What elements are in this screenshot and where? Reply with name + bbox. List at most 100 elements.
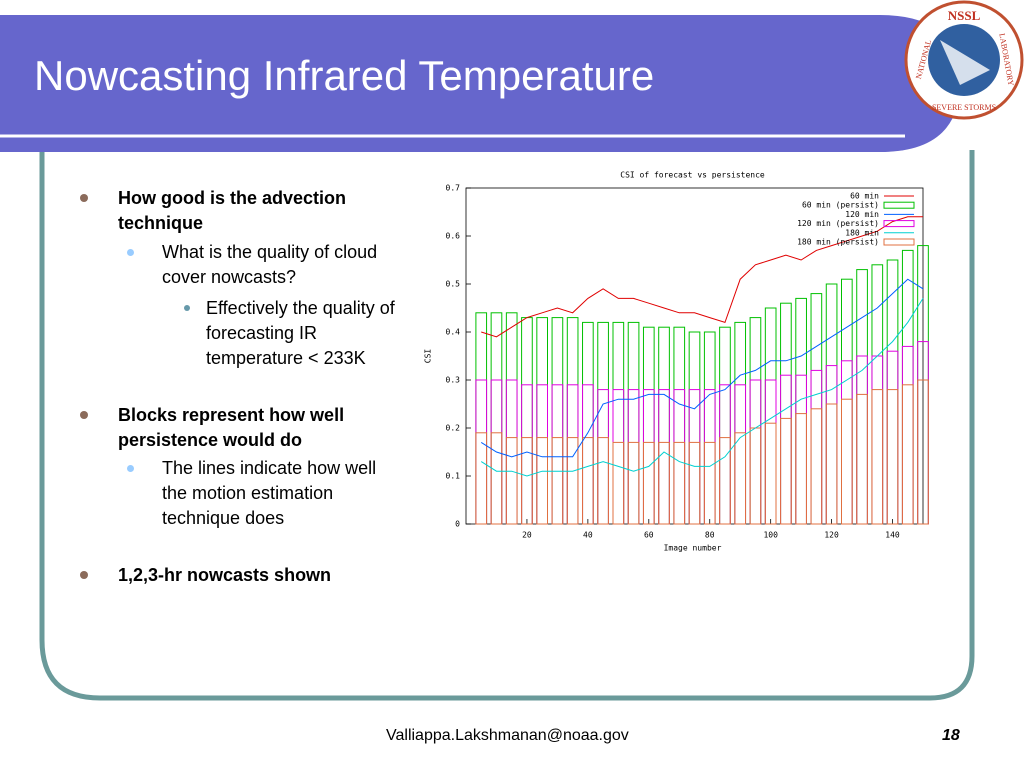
bullet-text: What is the quality of cloud cover nowca… bbox=[162, 242, 378, 287]
persist-bar bbox=[475, 432, 488, 525]
persist-bar bbox=[825, 403, 838, 525]
legend-label: 120 min (persist) bbox=[797, 219, 879, 228]
persist-bar bbox=[536, 437, 548, 525]
persist-bar bbox=[673, 326, 686, 525]
persist-bar bbox=[703, 389, 716, 525]
bullet-text: Effectively the quality of forecasting I… bbox=[206, 298, 395, 368]
legend-label: 60 min bbox=[850, 192, 879, 201]
persist-bar bbox=[627, 441, 640, 525]
x-tick-label: 40 bbox=[583, 531, 593, 540]
x-tick-label: 20 bbox=[522, 531, 532, 540]
bullet-dot bbox=[80, 571, 88, 579]
persist-bar bbox=[719, 384, 731, 525]
persist-bar bbox=[582, 384, 594, 525]
persist-bar bbox=[475, 379, 488, 525]
persist-bar bbox=[764, 379, 777, 525]
bullet-dot bbox=[127, 248, 134, 256]
y-tick-label: 0.2 bbox=[446, 424, 461, 433]
logo-storm bbox=[940, 40, 990, 85]
persist-bar bbox=[627, 321, 640, 525]
persist-bar bbox=[582, 437, 594, 525]
persist-bar bbox=[582, 321, 594, 525]
persist-bar bbox=[749, 379, 762, 525]
series-line bbox=[480, 278, 924, 458]
persist-bar bbox=[612, 321, 625, 525]
y-tick-label: 0.5 bbox=[446, 280, 461, 289]
persist-bar bbox=[749, 317, 762, 525]
y-tick-label: 0.7 bbox=[446, 184, 461, 193]
footer: Valliappa.Lakshmanan@noaa.gov bbox=[386, 727, 629, 744]
persist-bar bbox=[795, 297, 807, 525]
persist-bar bbox=[810, 408, 823, 525]
persist-bar bbox=[505, 312, 518, 525]
persist-bar bbox=[688, 389, 701, 525]
persist-bar bbox=[566, 384, 579, 525]
persist-bar bbox=[658, 326, 670, 525]
persist-bar bbox=[780, 374, 792, 525]
persist-bar bbox=[490, 432, 503, 525]
legend-swatch bbox=[883, 201, 915, 209]
x-tick-label: 60 bbox=[644, 531, 654, 540]
persist-bar bbox=[734, 321, 747, 525]
x-axis-label: Image number bbox=[664, 544, 722, 553]
legend-label: 60 min (persist) bbox=[802, 201, 879, 210]
persist-bar bbox=[505, 437, 518, 525]
persist-bar bbox=[871, 264, 884, 525]
x-tick-label: 120 bbox=[824, 531, 839, 540]
persist-bar bbox=[917, 379, 929, 525]
persist-bar bbox=[642, 326, 655, 525]
persist-bar bbox=[505, 379, 518, 525]
persist-bar bbox=[856, 393, 868, 525]
content-frame bbox=[39, 150, 975, 701]
persist-bar bbox=[886, 259, 899, 525]
persist-bar bbox=[901, 249, 914, 525]
persist-bar bbox=[703, 331, 716, 525]
x-tick-label: 80 bbox=[705, 531, 715, 540]
persist-bar bbox=[536, 317, 548, 525]
logo-bottom: SEVERE STORMS bbox=[932, 103, 996, 112]
persist-bar bbox=[841, 360, 853, 525]
persist-bar bbox=[521, 384, 533, 525]
persist-bar bbox=[612, 441, 625, 525]
persist-bar bbox=[886, 350, 899, 525]
persist-bar bbox=[673, 389, 686, 525]
persist-bar bbox=[566, 437, 579, 525]
legend-swatch bbox=[883, 220, 915, 228]
persist-bar bbox=[688, 331, 701, 525]
persist-bar bbox=[551, 317, 564, 525]
bullet-dot bbox=[127, 464, 134, 472]
persist-bar bbox=[642, 441, 655, 525]
y-tick-label: 0.1 bbox=[446, 472, 461, 481]
persist-bar bbox=[658, 441, 670, 525]
y-tick-label: 0.4 bbox=[446, 328, 461, 337]
persist-bar bbox=[475, 312, 488, 525]
bullet-dot bbox=[184, 305, 190, 311]
series-line bbox=[481, 216, 923, 338]
persist-bar bbox=[734, 384, 747, 525]
persist-bar bbox=[521, 317, 533, 525]
persist-bar bbox=[795, 413, 807, 525]
persist-bar bbox=[521, 437, 533, 525]
header-bar bbox=[0, 15, 960, 152]
legend-label: 120 min bbox=[845, 210, 879, 219]
y-tick-label: 0.3 bbox=[446, 376, 461, 385]
persist-bar bbox=[551, 437, 564, 525]
persist-bar bbox=[734, 432, 747, 525]
chart-title: CSI of forecast vs persistence bbox=[620, 171, 765, 180]
persist-bar bbox=[901, 345, 914, 525]
persist-bar bbox=[841, 398, 853, 525]
legend-swatch bbox=[883, 238, 915, 246]
persist-bar bbox=[871, 389, 884, 525]
persist-bar bbox=[749, 427, 762, 525]
x-tick-label: 140 bbox=[885, 531, 900, 540]
bullet-text: The lines indicate how well the motion e… bbox=[162, 458, 377, 528]
persist-bar bbox=[597, 389, 609, 525]
persist-bar bbox=[627, 389, 640, 525]
persist-bar bbox=[886, 389, 899, 525]
persist-bar bbox=[703, 441, 716, 525]
persist-bar bbox=[780, 417, 792, 525]
legend-label: 180 min (persist) bbox=[797, 238, 879, 247]
